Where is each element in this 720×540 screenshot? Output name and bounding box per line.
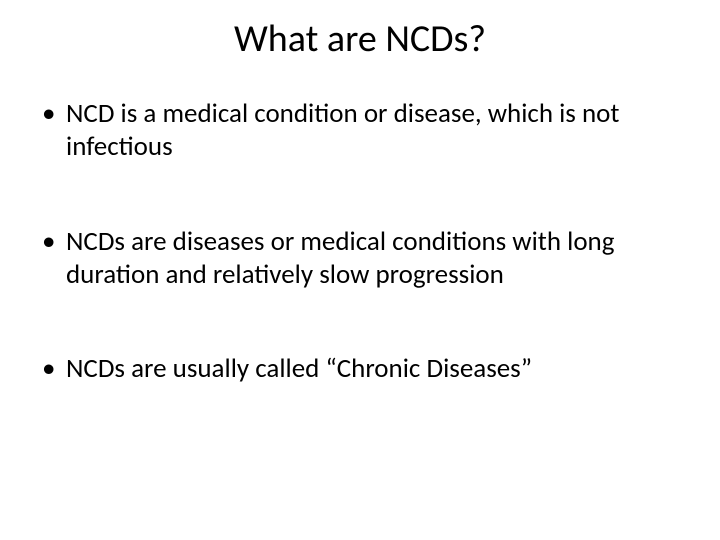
list-item: NCDs are usually called “Chronic Disease… xyxy=(40,353,680,386)
list-item: NCDs are diseases or medical conditions … xyxy=(40,226,680,292)
bullet-list: NCD is a medical condition or disease, w… xyxy=(40,98,680,387)
list-item: NCD is a medical condition or disease, w… xyxy=(40,98,680,164)
slide-title: What are NCDs? xyxy=(40,18,680,62)
slide: What are NCDs? NCD is a medical conditio… xyxy=(0,0,720,540)
